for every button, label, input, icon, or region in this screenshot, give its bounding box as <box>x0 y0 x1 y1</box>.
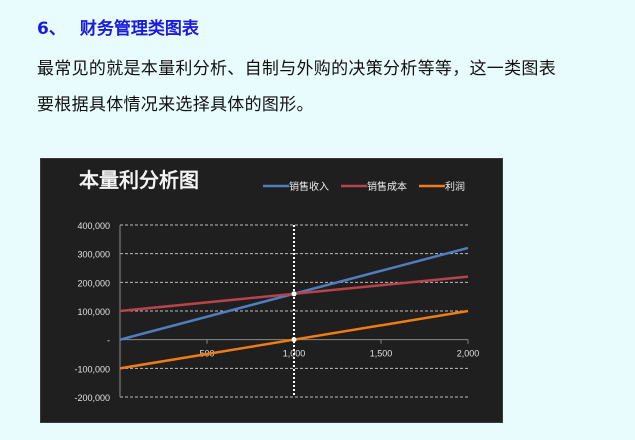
chart-svg: 本量利分析图 销售收入 销售成本 利润 400,000 300,000 200,000 1… <box>74 169 480 403</box>
y-tick-label: 100,000 <box>77 307 110 317</box>
break-even-point <box>291 291 297 297</box>
section-title: 财务管理类图表 <box>79 19 199 39</box>
y-tick-label: 200,000 <box>77 278 110 288</box>
y-tick-label: -200,000 <box>74 393 110 403</box>
legend-label: 销售收入 <box>289 180 329 193</box>
x-tick-label: 2,000 <box>457 349 480 359</box>
y-tick-label: -100,000 <box>74 364 110 374</box>
section-heading: 6、 财务管理类图表 <box>37 14 199 39</box>
chart-title: 本量利分析图 <box>79 169 199 192</box>
y-tick-label: 400,000 <box>77 221 110 231</box>
y-tick-label: 300,000 <box>77 250 110 260</box>
break-even-zero-point <box>291 337 297 343</box>
chart-legend: 销售收入 销售成本 利润 <box>263 180 465 193</box>
paragraph-line-2: 要根据具体情况来选择具体的图形。 <box>37 95 314 115</box>
legend-label: 销售成本 <box>367 180 407 193</box>
y-tick-label: - <box>107 336 110 346</box>
x-tick-label: 1,500 <box>370 349 393 359</box>
section-number: 6、 <box>37 19 66 39</box>
paragraph-line-1: 最常见的就是本量利分析、自制与外购的决策分析等等，这一类图表 <box>37 59 556 79</box>
legend-label: 利润 <box>445 180 465 193</box>
cvp-chart: 本量利分析图 销售收入 销售成本 利润 400,000 300,000 200,000 1… <box>40 158 503 423</box>
